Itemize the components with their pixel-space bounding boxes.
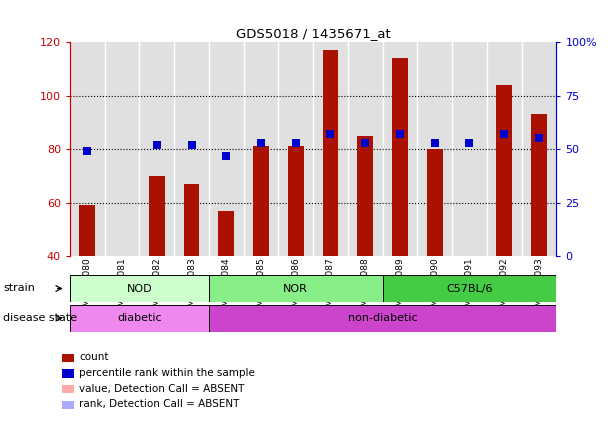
Bar [358, 136, 373, 256]
Text: non-diabetic: non-diabetic [348, 313, 418, 323]
Bar [531, 114, 547, 256]
Bar [209, 275, 382, 302]
Text: percentile rank within the sample: percentile rank within the sample [79, 368, 255, 378]
Bar [288, 146, 303, 256]
Bar [253, 146, 269, 256]
Text: disease state: disease state [3, 313, 77, 323]
Bar [70, 275, 209, 302]
Point [83, 148, 92, 155]
Bar [496, 85, 512, 256]
Text: diabetic: diabetic [117, 313, 162, 323]
Point [361, 139, 370, 146]
Bar [427, 149, 443, 256]
Bar [149, 176, 165, 256]
Point [187, 141, 196, 148]
Text: strain: strain [3, 283, 35, 294]
Bar [323, 50, 338, 256]
Text: C57BL/6: C57BL/6 [446, 284, 492, 294]
Title: GDS5018 / 1435671_at: GDS5018 / 1435671_at [236, 27, 390, 40]
Point [291, 139, 300, 146]
Point [256, 139, 266, 146]
Point [221, 152, 231, 159]
Point [465, 139, 474, 146]
Text: rank, Detection Call = ABSENT: rank, Detection Call = ABSENT [79, 399, 240, 409]
Point [152, 141, 162, 148]
Point [499, 131, 509, 137]
Point [395, 131, 405, 137]
Bar [392, 58, 408, 256]
Text: count: count [79, 352, 109, 363]
Point [430, 139, 440, 146]
Point [326, 131, 336, 137]
Bar [70, 305, 209, 332]
Text: NOD: NOD [126, 284, 152, 294]
Bar [382, 275, 556, 302]
Bar [209, 305, 556, 332]
Bar [184, 184, 199, 256]
Bar [80, 205, 95, 256]
Point [534, 135, 544, 142]
Bar [218, 211, 234, 256]
Text: value, Detection Call = ABSENT: value, Detection Call = ABSENT [79, 384, 244, 394]
Text: NOR: NOR [283, 284, 308, 294]
